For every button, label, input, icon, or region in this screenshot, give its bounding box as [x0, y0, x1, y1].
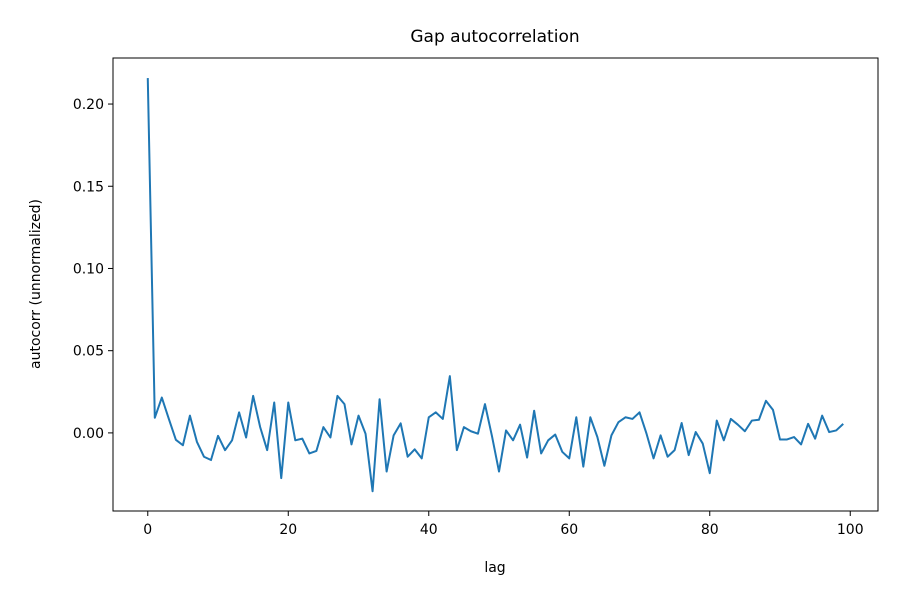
y-tick-label: 0.15 [73, 179, 104, 195]
y-axis-label: autocorr (unnormalized) [28, 199, 44, 369]
x-axis-ticks: 0 20 40 60 80 100 [143, 511, 864, 538]
y-tick-label: 0.20 [73, 97, 104, 113]
y-tick-label: 0.00 [73, 426, 104, 442]
plot-frame [112, 57, 879, 512]
x-tick-label: 20 [279, 522, 297, 538]
plot-area [146, 78, 844, 493]
y-tick-label: 0.10 [73, 261, 104, 277]
y-axis-ticks: 0.00 0.05 0.10 0.15 0.20 [73, 97, 113, 442]
x-tick-label: 80 [701, 522, 719, 538]
x-tick-label: 0 [143, 522, 152, 538]
y-tick-label: 0.05 [73, 344, 104, 360]
x-tick-label: 60 [560, 522, 578, 538]
x-axis-label: lag [484, 560, 505, 576]
x-tick-label: 100 [837, 522, 864, 538]
chart-title: Gap autocorrelation [410, 27, 579, 47]
series-line [146, 78, 844, 493]
x-tick-label: 40 [420, 522, 438, 538]
